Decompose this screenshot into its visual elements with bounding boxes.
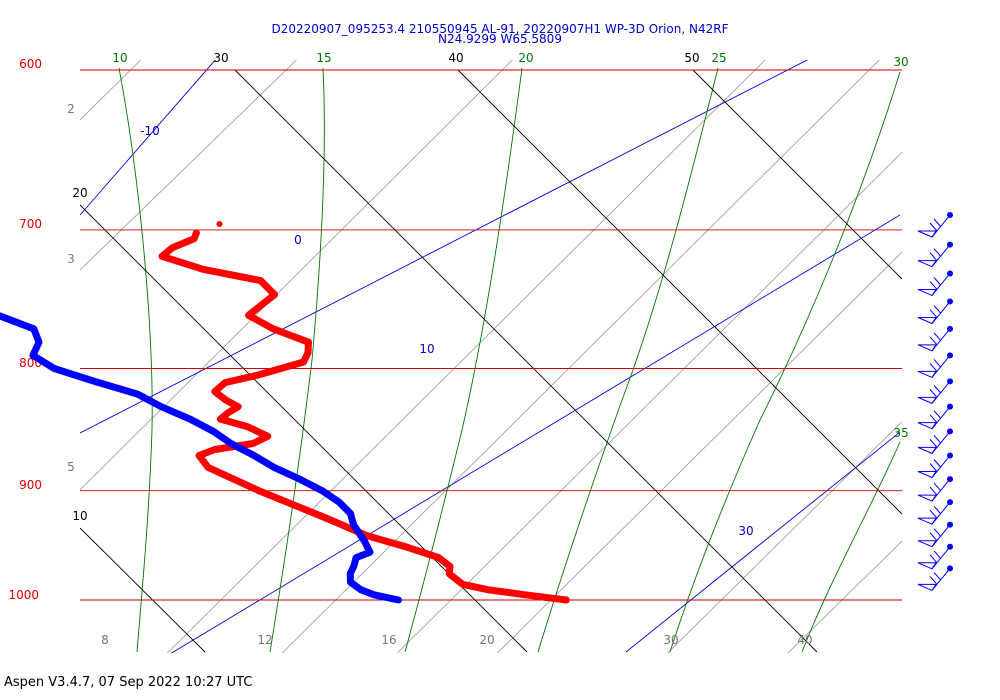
dry-adiabat-label: 0 [294, 233, 302, 247]
saturated-adiabat-label: 15 [316, 51, 331, 65]
mixing-ratio-line [80, 60, 513, 491]
saturated-adiabat-labels: 10 15 20 25 30 35 [112, 51, 908, 440]
isotherm-label: 50 [684, 51, 699, 65]
saturated-adiabat [801, 441, 901, 653]
mixing-ratio-line [80, 60, 142, 121]
mixing-ratio-line [281, 60, 880, 653]
saturated-adiabat-label: 20 [518, 51, 533, 65]
isotherm-line [692, 69, 902, 280]
mixing-ratio-label: 16 [381, 633, 396, 647]
dry-adiabat-lines [80, 60, 901, 653]
saturated-adiabat [669, 71, 901, 653]
dry-adiabat-line [170, 214, 901, 653]
isotherm-label: 20 [72, 186, 87, 200]
mixing-ratio-labels: 2 3 5 8 12 16 20 30 40 [67, 102, 812, 647]
mixing-ratio-label: 8 [101, 633, 109, 647]
dry-adiabat-label: 30 [738, 524, 753, 538]
chart-subtitle: N24.9299 W65.5809 [438, 32, 562, 46]
mixing-ratio-line [667, 421, 902, 653]
wind-barb [917, 452, 953, 479]
mixing-ratio-label: 20 [479, 633, 494, 647]
wind-barbs [917, 212, 953, 592]
pressure-labels: 600 700 800 900 1000 [8, 57, 42, 602]
mixing-ratio-label: 3 [67, 252, 75, 266]
saturated-adiabat [404, 67, 523, 653]
saturated-adiabat-label: 10 [112, 51, 127, 65]
mixing-ratio-label: 30 [663, 633, 678, 647]
wind-barb [917, 403, 953, 430]
wind-barb [917, 352, 953, 379]
wind-barb [917, 476, 953, 502]
sounding-trace [158, 229, 570, 604]
mixing-ratio-line [80, 60, 297, 271]
dry-adiabat-line [80, 60, 809, 434]
wind-barb [917, 428, 953, 455]
isotherm-label: 30 [213, 51, 228, 65]
wind-barb [917, 298, 953, 325]
wind-barb [917, 499, 953, 525]
mixing-ratio-line [496, 251, 902, 653]
mixing-ratio-line [396, 151, 902, 653]
wind-barb [917, 565, 953, 592]
saturated-adiabat-label: 25 [711, 51, 726, 65]
chart-title: D20220907_095253.4 210550945 AL-91, 2022… [271, 22, 728, 36]
isotherm-label: 10 [72, 509, 87, 523]
dry-adiabat-label: -10 [140, 124, 160, 138]
isotherm-line [457, 69, 902, 515]
saturated-adiabat-label: 35 [893, 426, 908, 440]
isotherm-line [80, 527, 206, 653]
mixing-ratio-label: 40 [797, 633, 812, 647]
pressure-label: 900 [19, 478, 42, 492]
wind-barb [917, 212, 953, 238]
mixing-ratio-lines [80, 60, 902, 653]
saturated-adiabat [118, 67, 153, 653]
saturated-adiabat-label: 30 [893, 55, 908, 69]
wind-barb [917, 270, 953, 297]
mixing-ratio-label: 2 [67, 102, 75, 116]
mixing-ratio-line [787, 540, 902, 653]
wind-barb [917, 241, 953, 268]
wind-barb [917, 378, 953, 404]
sounding-top-marker [216, 221, 223, 227]
isotherm-line [234, 69, 818, 653]
saturated-adiabat [537, 67, 719, 653]
isobar-lines [80, 69, 902, 601]
pressure-label: 1000 [8, 588, 39, 602]
saturated-adiabat-lines [118, 67, 901, 653]
isotherm-label: 40 [448, 51, 463, 65]
pressure-label: 600 [19, 57, 42, 71]
mixing-ratio-label: 12 [257, 633, 272, 647]
mixing-ratio-label: 5 [67, 460, 75, 474]
isotherm-lines [80, 69, 902, 653]
mixing-ratio-line [166, 60, 766, 653]
sounding-profiles [0, 221, 570, 604]
sounding-trace [0, 312, 402, 604]
dry-adiabat-line [80, 60, 216, 216]
isotherm-labels: 20 30 40 50 10 [72, 51, 699, 523]
wind-barb [917, 543, 953, 570]
background-lines [80, 60, 902, 653]
dry-adiabat-label: 10 [419, 342, 434, 356]
wind-barb [917, 521, 953, 548]
pressure-label: 700 [19, 217, 42, 231]
dry-adiabat-line [625, 431, 901, 653]
saturated-adiabat [269, 67, 325, 653]
dry-adiabat-labels: -10 0 10 30 [140, 124, 753, 538]
wind-barb [917, 325, 953, 352]
footer-text: Aspen V3.4.7, 07 Sep 2022 10:27 UTC [4, 675, 252, 690]
